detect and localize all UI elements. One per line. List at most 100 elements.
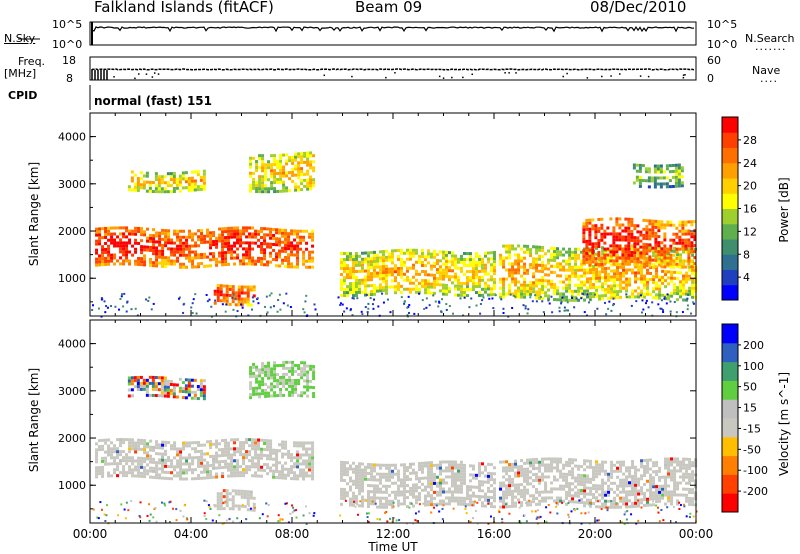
- echo-cell: [176, 462, 180, 466]
- echo-cell: [360, 260, 364, 264]
- echo-cell: [219, 293, 223, 297]
- echo-cell: [502, 481, 506, 485]
- echo-cell: [176, 247, 180, 251]
- echo-cell: [687, 256, 691, 260]
- echo-cell: [601, 505, 605, 509]
- noise-cell: [367, 307, 370, 310]
- echo-cell: [378, 271, 382, 275]
- echo-cell: [502, 259, 506, 263]
- echo-region: [127, 169, 206, 194]
- echo-cell: [643, 295, 647, 299]
- echo-cell: [110, 474, 114, 478]
- echo-cell: [684, 229, 688, 233]
- echo-cell: [642, 248, 646, 252]
- echo-cell: [149, 457, 153, 461]
- echo-cell: [287, 256, 291, 260]
- echo-cell: [432, 255, 436, 259]
- echo-cell: [143, 457, 147, 461]
- echo-cell: [342, 470, 346, 474]
- echo-cell: [270, 388, 274, 392]
- echo-cell: [291, 170, 295, 174]
- echo-cell: [160, 181, 164, 185]
- echo-cell: [456, 463, 460, 467]
- echo-cell: [296, 444, 300, 448]
- echo-cell: [339, 463, 343, 467]
- echo-cell: [140, 230, 144, 234]
- echo-cell: [411, 483, 415, 487]
- echo-cell: [480, 293, 484, 297]
- echo-cell: [628, 277, 632, 281]
- echo-cell: [447, 287, 451, 291]
- echo-cell: [273, 157, 277, 161]
- echo-cell: [468, 258, 472, 262]
- echo-cell: [649, 503, 653, 507]
- echo-cell: [538, 287, 542, 291]
- echo-cell: [125, 235, 129, 239]
- echo-cell: [640, 492, 644, 496]
- echo-cell: [619, 283, 623, 287]
- echo-cell: [200, 455, 204, 459]
- echo-cell: [155, 464, 159, 468]
- echo-cell: [134, 232, 138, 236]
- echo-cell: [375, 490, 379, 494]
- echo-cell: [252, 288, 256, 292]
- echo-cell: [242, 247, 246, 251]
- echo-cell: [589, 504, 593, 508]
- noise-cell: [182, 303, 185, 306]
- noise-cell: [608, 300, 611, 303]
- echo-cell: [242, 462, 246, 466]
- echo-cell: [682, 280, 686, 284]
- echo-cell: [179, 244, 183, 248]
- echo-cell: [384, 255, 388, 259]
- echo-cell: [221, 254, 225, 258]
- echo-cell: [312, 166, 316, 170]
- echo-cell: [182, 468, 186, 472]
- echo-cell: [615, 244, 619, 248]
- echo-cell: [414, 471, 418, 475]
- echo-cell: [674, 178, 678, 182]
- echo-cell: [381, 271, 385, 275]
- echo-cell: [231, 300, 235, 304]
- echo-cell: [508, 481, 512, 485]
- echo-cell: [405, 505, 409, 509]
- echo-cell: [98, 469, 102, 473]
- echo-cell: [520, 468, 524, 472]
- echo-cell: [502, 295, 506, 299]
- echo-cell: [384, 258, 388, 262]
- echo-cell: [607, 266, 611, 270]
- echo-cell: [384, 499, 388, 503]
- echo-cell: [636, 263, 640, 267]
- echo-cell: [272, 242, 276, 246]
- noise-cell: [110, 305, 113, 308]
- echo-cell: [535, 290, 539, 294]
- echo-cell: [511, 247, 515, 251]
- echo-cell: [357, 489, 361, 493]
- echo-cell: [685, 292, 689, 296]
- echo-cell: [607, 487, 611, 491]
- echo-cell: [429, 461, 433, 465]
- echo-cell: [517, 253, 521, 257]
- echo-cell: [245, 450, 249, 454]
- echo-cell: [517, 244, 521, 248]
- echo-cell: [152, 243, 156, 247]
- echo-cell: [651, 225, 655, 229]
- echo-cell: [642, 233, 646, 237]
- echo-cell: [222, 299, 226, 303]
- noise-cell: [583, 311, 586, 314]
- echo-cell: [185, 444, 189, 448]
- echo-cell: [354, 287, 358, 291]
- echo-cell: [272, 227, 276, 231]
- echo-cell: [348, 273, 352, 277]
- echo-cell: [676, 499, 680, 503]
- echo-cell: [212, 442, 216, 446]
- echo-cell: [480, 260, 484, 264]
- echo-cell: [140, 465, 144, 469]
- echo-cell: [577, 283, 581, 287]
- echo-cell: [309, 184, 313, 188]
- echo-cell: [378, 481, 382, 485]
- echo-cell: [98, 239, 102, 243]
- echo-cell: [639, 251, 643, 255]
- echo-cell: [212, 475, 216, 479]
- echo-cell: [303, 160, 307, 164]
